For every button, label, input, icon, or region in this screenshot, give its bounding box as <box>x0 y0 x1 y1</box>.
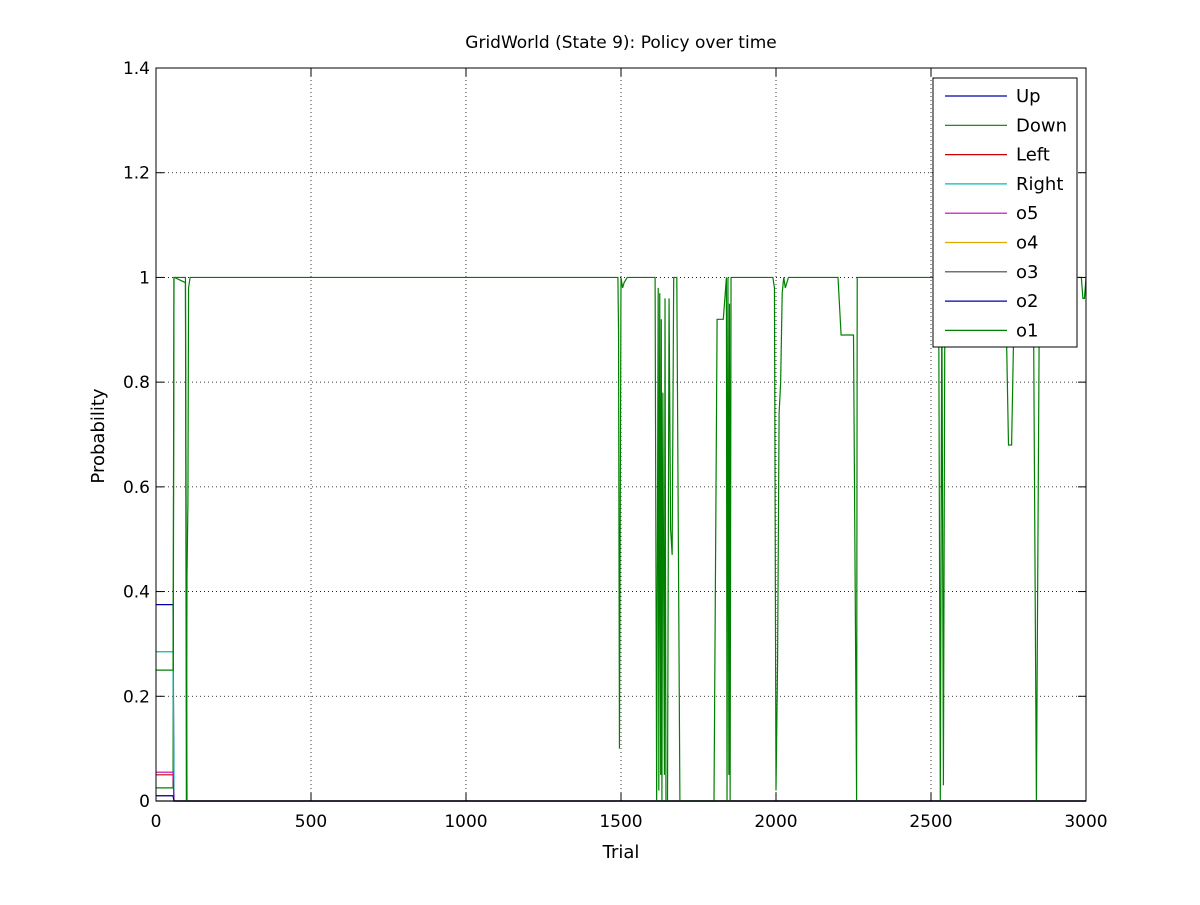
legend-box <box>932 77 1078 348</box>
y-tick-label: 1.2 <box>123 164 150 184</box>
legend-entry-o3: o3 <box>1016 262 1038 283</box>
legend-entry-right: Right <box>1016 174 1063 195</box>
y-tick-label: 0.2 <box>123 687 150 707</box>
x-axis-label: Trial <box>602 842 640 863</box>
y-tick-label: 0.8 <box>123 373 150 393</box>
x-tick-label: 1500 <box>599 812 642 832</box>
x-tick-label: 2500 <box>909 812 952 832</box>
x-tick-label: 1000 <box>444 812 487 832</box>
legend-entry-up: Up <box>1016 86 1041 107</box>
y-tick-label: 1.4 <box>123 59 150 79</box>
x-tick-label: 0 <box>151 812 162 832</box>
legend-entry-o2: o2 <box>1016 291 1038 312</box>
legend-entry-down: Down <box>1016 115 1067 136</box>
x-tick-label: 3000 <box>1064 812 1107 832</box>
legend: Up Down Left Right o5 o4 o3 o2 o1 <box>932 77 1078 348</box>
legend-entry-o4: o4 <box>1016 233 1038 254</box>
y-tick-label: 0.4 <box>123 583 150 603</box>
x-tick-label: 500 <box>295 812 327 832</box>
chart-title: GridWorld (State 9): Policy over time <box>465 33 776 53</box>
axis-ticks: 0 500 1000 1500 2000 2500 3000 0 0.2 0.4 0.6 0.8 1 1.… <box>123 59 1108 832</box>
legend-entry-o1: o1 <box>1016 320 1038 341</box>
y-tick-label: 1 <box>139 268 150 288</box>
y-axis-label: Probability <box>88 388 109 483</box>
y-tick-label: 0.6 <box>123 478 150 498</box>
legend-entry-o5: o5 <box>1016 203 1038 224</box>
y-tick-label: 0 <box>139 792 150 812</box>
legend-entry-left: Left <box>1016 145 1050 166</box>
x-tick-label: 2000 <box>754 812 797 832</box>
